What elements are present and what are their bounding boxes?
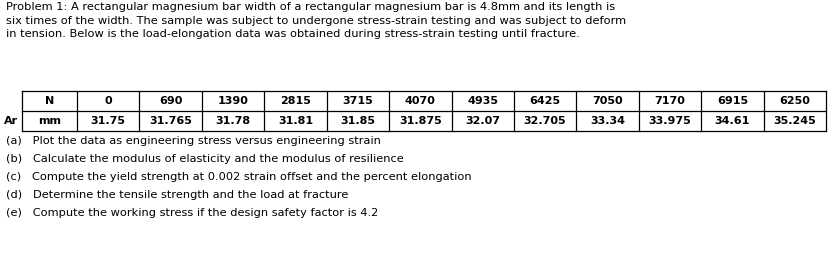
Text: 4935: 4935 [467,96,499,106]
Text: 31.765: 31.765 [150,116,192,126]
Text: (d)   Determine the tensile strength and the load at fracture: (d) Determine the tensile strength and t… [6,190,348,200]
Text: 31.85: 31.85 [341,116,376,126]
Text: 32.705: 32.705 [524,116,567,126]
Text: Problem 1: A rectangular magnesium bar width of a rectangular magnesium bar is 4: Problem 1: A rectangular magnesium bar w… [6,2,626,39]
Text: 3715: 3715 [342,96,373,106]
Text: 34.61: 34.61 [715,116,750,126]
Text: (c)   Compute the yield strength at 0.002 strain offset and the percent elongati: (c) Compute the yield strength at 0.002 … [6,172,472,182]
Text: 7170: 7170 [655,96,686,106]
Text: 6425: 6425 [529,96,561,106]
Text: 6915: 6915 [717,96,748,106]
Text: 4070: 4070 [405,96,435,106]
Text: 35.245: 35.245 [774,116,816,126]
Text: 31.78: 31.78 [215,116,251,126]
Text: 31.81: 31.81 [278,116,313,126]
Text: 7050: 7050 [593,96,623,106]
Text: 2815: 2815 [280,96,311,106]
Text: 6250: 6250 [779,96,810,106]
Text: 0: 0 [105,96,112,106]
Text: N: N [45,96,54,106]
Text: 33.975: 33.975 [648,116,691,126]
Text: 690: 690 [159,96,182,106]
Text: (b)   Calculate the modulus of elasticity and the modulus of resilience: (b) Calculate the modulus of elasticity … [6,154,404,164]
Text: 31.75: 31.75 [91,116,125,126]
Text: (e)   Compute the working stress if the design safety factor is 4.2: (e) Compute the working stress if the de… [6,208,378,218]
Text: mm: mm [38,116,61,126]
Text: 31.875: 31.875 [399,116,441,126]
Text: 1390: 1390 [218,96,248,106]
Text: 32.07: 32.07 [465,116,500,126]
Text: 33.34: 33.34 [590,116,625,126]
Text: Ar: Ar [4,116,18,126]
Text: (a)   Plot the data as engineering stress versus engineering strain: (a) Plot the data as engineering stress … [6,136,381,146]
